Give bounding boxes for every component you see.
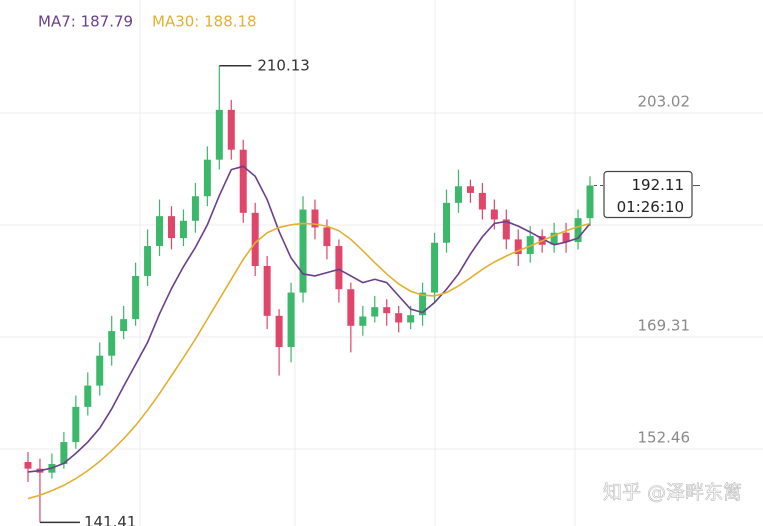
candle-body bbox=[299, 209, 307, 293]
candle-body bbox=[239, 149, 247, 213]
candle-body bbox=[502, 219, 510, 240]
candle-body bbox=[227, 109, 235, 150]
candle-body bbox=[466, 186, 474, 193]
candle-body bbox=[359, 316, 367, 326]
candle-body bbox=[191, 196, 199, 221]
watermark: 知乎 @泽畔东篱 bbox=[603, 482, 742, 504]
max-label: 210.13 bbox=[257, 56, 310, 74]
candle-body bbox=[72, 406, 80, 443]
candle-body bbox=[179, 220, 187, 239]
countdown: 01:26:10 bbox=[617, 198, 684, 216]
candle-body bbox=[478, 192, 486, 210]
candle-body bbox=[132, 275, 140, 320]
candle-body bbox=[263, 265, 271, 316]
candle-body bbox=[215, 109, 223, 160]
y-tick-label: 152.46 bbox=[638, 428, 691, 446]
candle-body bbox=[287, 292, 295, 348]
candle-body bbox=[96, 355, 104, 386]
candle-body bbox=[395, 313, 403, 323]
candle-body bbox=[203, 159, 211, 197]
candle-body bbox=[323, 227, 331, 247]
ma-line bbox=[27, 222, 591, 500]
candle-body bbox=[251, 212, 259, 266]
candle-body bbox=[108, 331, 116, 356]
candle-body bbox=[60, 442, 68, 465]
y-tick-label: 169.31 bbox=[638, 317, 691, 335]
candle-body bbox=[24, 462, 32, 469]
min-label: 141.41 bbox=[84, 513, 137, 526]
candle-body bbox=[574, 218, 582, 243]
y-tick-label: 203.02 bbox=[638, 93, 691, 111]
candle-body bbox=[586, 185, 594, 219]
candle-body bbox=[550, 232, 558, 245]
candle-body bbox=[454, 186, 462, 203]
candle-body bbox=[514, 239, 522, 255]
candle-body bbox=[156, 216, 164, 247]
candle-body bbox=[275, 315, 283, 348]
candle-body bbox=[311, 209, 319, 228]
candle-body bbox=[84, 385, 92, 407]
candle-body bbox=[335, 246, 343, 290]
legend-entry: MA7: 187.79 bbox=[38, 13, 133, 31]
candle-body bbox=[490, 209, 498, 220]
candle-body bbox=[144, 246, 152, 276]
candle-body bbox=[407, 315, 415, 323]
price-label: 192.11 bbox=[632, 176, 685, 194]
candle-body bbox=[167, 216, 175, 239]
candle-body bbox=[347, 289, 355, 326]
candle-body bbox=[120, 319, 128, 332]
price-box bbox=[603, 170, 693, 219]
candle-body bbox=[562, 232, 570, 243]
candle-body bbox=[526, 236, 534, 255]
candle-body bbox=[371, 307, 379, 317]
candle-body bbox=[383, 307, 391, 314]
candle-body bbox=[419, 292, 427, 316]
candle-body bbox=[431, 242, 439, 293]
ma-line bbox=[27, 165, 591, 473]
legend-entry: MA30: 188.18 bbox=[152, 13, 257, 31]
candle-body bbox=[443, 202, 451, 243]
